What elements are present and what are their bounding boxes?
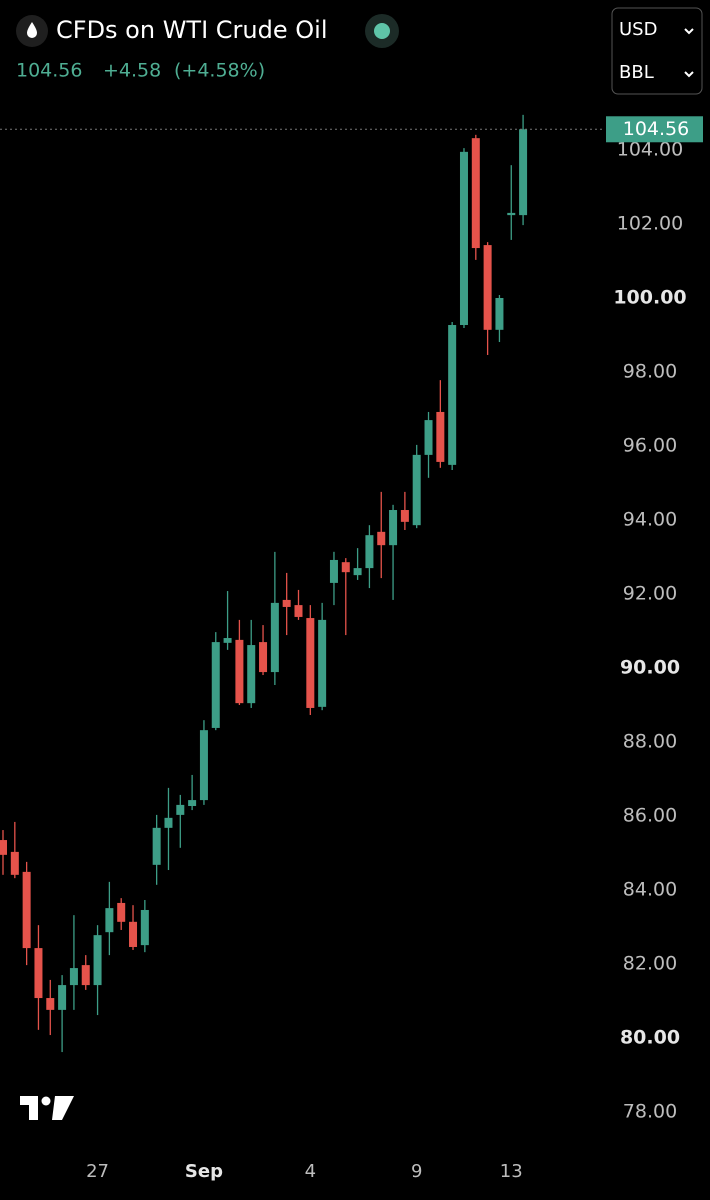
- candle-body: [353, 568, 362, 576]
- candle-body: [329, 559, 338, 583]
- plot: 78.00 80.00 82.00 84.00 86.00 88.00 90.00 92.00…: [0, 114, 703, 1182]
- candle-body: [424, 420, 433, 455]
- candle-body: [235, 639, 244, 704]
- candle-body: [400, 510, 409, 522]
- x-tick-label: 27: [86, 1161, 109, 1182]
- status-dot: [365, 14, 399, 48]
- candle-body: [306, 618, 315, 708]
- y-tick-label: 84.00: [623, 879, 677, 901]
- controls-box: [611, 7, 703, 95]
- change-pct: (+4.58%): [174, 60, 265, 82]
- y-tick-label: 94.00: [623, 509, 677, 531]
- candle-body: [412, 454, 421, 526]
- candle-body: [93, 935, 102, 986]
- candle-body: [69, 968, 78, 986]
- candle-body: [58, 985, 67, 1010]
- currency-select[interactable]: USD: [619, 19, 694, 40]
- price: 104.56: [16, 60, 82, 82]
- unit-select[interactable]: BBL: [619, 62, 694, 83]
- candle-body: [341, 562, 350, 573]
- x-tick-label: 4: [305, 1161, 316, 1182]
- candle-body: [152, 827, 161, 865]
- candle-body: [10, 851, 19, 875]
- candle-body: [223, 638, 232, 643]
- y-tick-label: 102.00: [617, 213, 683, 235]
- x-tick-label: 13: [500, 1161, 523, 1182]
- candle-body: [259, 642, 268, 673]
- candle-body: [436, 411, 445, 462]
- candle-body: [129, 921, 138, 947]
- unit[interactable]: BBL: [619, 62, 654, 83]
- candle-body: [270, 602, 279, 673]
- candle-body: [188, 800, 197, 807]
- y-tick-label: 80.00: [620, 1027, 680, 1049]
- y-tick-label: 100.00: [613, 287, 686, 309]
- candle-body: [389, 510, 398, 546]
- y-tick-label: 98.00: [623, 361, 677, 383]
- title: CFDs on WTI Crude Oil: [56, 16, 328, 44]
- candle-body: [0, 840, 7, 855]
- candle-body: [318, 619, 327, 707]
- change: +4.58: [103, 60, 161, 82]
- candle-body: [459, 151, 468, 326]
- candle-body: [140, 909, 149, 946]
- candle-body: [448, 325, 457, 465]
- candle-body: [519, 129, 528, 216]
- y-tick-label: 104.00: [617, 139, 683, 161]
- y-tick-label: 78.00: [623, 1101, 677, 1123]
- candle-body: [282, 599, 291, 607]
- y-tick-label: 86.00: [623, 805, 677, 827]
- candle-body: [211, 642, 220, 728]
- candle-body: [164, 817, 173, 828]
- candle-body: [81, 965, 90, 986]
- tv-logo: [20, 1096, 74, 1120]
- y-tick-label: 96.00: [623, 435, 677, 457]
- candle-body: [46, 998, 55, 1010]
- y-tick-label: 82.00: [623, 953, 677, 975]
- candle-body: [507, 212, 516, 216]
- candle-body: [377, 531, 386, 546]
- candle-body: [483, 245, 492, 330]
- candle-body: [247, 645, 256, 704]
- candle-body: [176, 804, 185, 815]
- y-tick-label: 90.00: [620, 657, 680, 679]
- candle-body: [117, 902, 126, 922]
- x-tick-label: Sep: [185, 1161, 223, 1182]
- y-tick-label: 88.00: [623, 731, 677, 753]
- x-tick-label: 9: [411, 1161, 422, 1182]
- currency[interactable]: USD: [619, 19, 657, 40]
- candle-body: [199, 730, 208, 801]
- candle-body: [105, 908, 114, 933]
- candle-body: [22, 871, 31, 949]
- y-tick-label: 92.00: [623, 583, 677, 605]
- symbol-icon: [16, 15, 48, 47]
- candle-body: [365, 535, 374, 569]
- candle-body: [294, 605, 303, 617]
- candle-body: [495, 298, 504, 330]
- candle-body: [471, 138, 480, 249]
- price-label: 104.56: [623, 118, 689, 140]
- candle-body: [34, 948, 43, 999]
- price-label-box: [606, 116, 703, 143]
